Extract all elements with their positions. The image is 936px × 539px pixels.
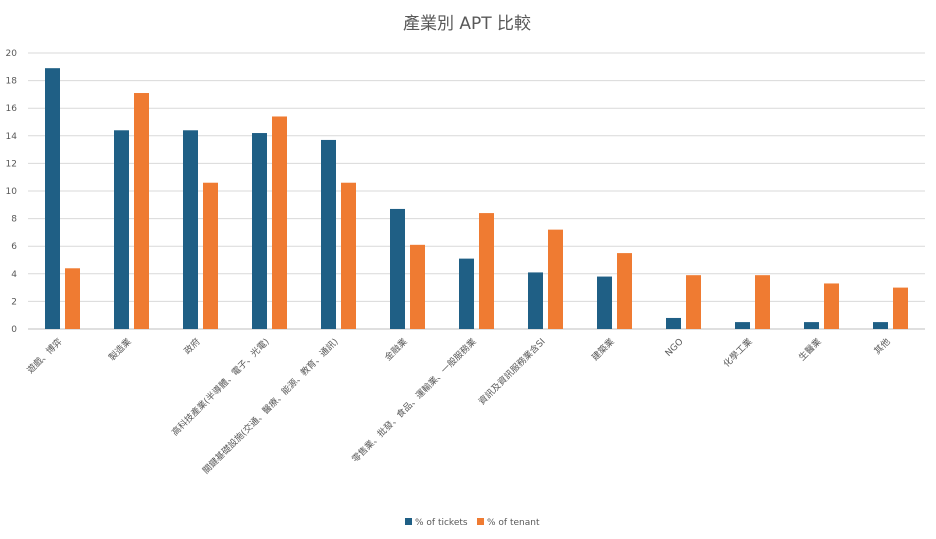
y-tick-label: 18 bbox=[6, 77, 18, 87]
bar-tickets bbox=[528, 272, 543, 329]
bar-tenant bbox=[203, 182, 218, 329]
bar-tickets bbox=[252, 133, 267, 329]
x-category-label: 其他 bbox=[871, 336, 892, 357]
y-tick-label: 8 bbox=[11, 215, 17, 225]
x-category-label: 零售業、批發、食品、運輸業、一般服務業 bbox=[349, 336, 478, 465]
x-category-label: 金融業 bbox=[382, 336, 410, 364]
bar-tickets bbox=[666, 317, 681, 329]
chart-title: 產業別 APT 比較 bbox=[403, 14, 531, 34]
y-tick-label: 2 bbox=[11, 297, 17, 307]
y-tick-label: 10 bbox=[6, 187, 18, 197]
legend-label-tickets: % of tickets bbox=[415, 518, 468, 528]
bar-tickets bbox=[390, 208, 405, 329]
legend-swatch-tenant bbox=[477, 518, 484, 525]
bar-tickets bbox=[183, 130, 198, 329]
x-category-label: 化學工業 bbox=[721, 336, 755, 370]
bar-tenant bbox=[341, 182, 356, 329]
x-category-label: 政府 bbox=[181, 336, 202, 357]
x-category-label: 關鍵基礎設施(交通、醫療、能源、教育、通訊) bbox=[200, 336, 341, 477]
bars bbox=[45, 68, 908, 330]
gridlines bbox=[28, 52, 925, 330]
legend-label-tenant: % of tenant bbox=[487, 518, 540, 528]
legend-swatch-tickets bbox=[405, 518, 412, 525]
bar-tenant bbox=[893, 287, 908, 329]
bar-tickets bbox=[321, 139, 336, 329]
bar-tenant bbox=[134, 93, 149, 330]
y-tick-label: 4 bbox=[11, 270, 17, 280]
y-tick-label: 0 bbox=[11, 325, 17, 335]
bar-tenant bbox=[65, 268, 80, 329]
bar-tenant bbox=[410, 244, 425, 329]
y-tick-label: 14 bbox=[6, 132, 18, 142]
bar-tenant bbox=[479, 213, 494, 329]
x-category-label: NGO bbox=[664, 337, 686, 359]
x-category-label: 生醫業 bbox=[796, 336, 824, 364]
bar-tickets bbox=[45, 68, 60, 330]
bar-tenant bbox=[824, 283, 839, 329]
x-axis-categories: 遊戲、博弈 製造業 政府高科技產業(半導體、電子、光電)關鍵基礎設施(交通、醫療、能… bbox=[24, 336, 892, 477]
bar-tenant bbox=[617, 253, 632, 329]
bar-tenant bbox=[548, 229, 563, 329]
y-tick-label: 12 bbox=[6, 159, 17, 169]
bar-tenant bbox=[686, 275, 701, 329]
x-category-label: 建築業 bbox=[589, 336, 617, 364]
x-category-label: 遊戲、博弈 bbox=[24, 336, 64, 376]
bar-tenant bbox=[272, 116, 287, 329]
bar-tickets bbox=[873, 322, 888, 329]
y-tick-label: 6 bbox=[11, 242, 17, 252]
legend: % of tickets % of tenant bbox=[405, 518, 540, 528]
bar-tickets bbox=[735, 322, 750, 329]
y-tick-label: 20 bbox=[6, 49, 18, 59]
bar-tickets bbox=[597, 276, 612, 329]
bar-tenant bbox=[755, 275, 770, 329]
bar-tickets bbox=[804, 322, 819, 329]
y-axis-ticks: 0 2 4 6 8 10 12 14 16 18 20 bbox=[6, 49, 18, 335]
x-category-label: 製造業 bbox=[106, 336, 134, 364]
x-category-label: 資訊及資訊服務業含SI bbox=[476, 336, 548, 408]
bar-tickets bbox=[114, 130, 129, 329]
y-tick-label: 16 bbox=[6, 104, 18, 114]
bar-tickets bbox=[459, 258, 474, 329]
